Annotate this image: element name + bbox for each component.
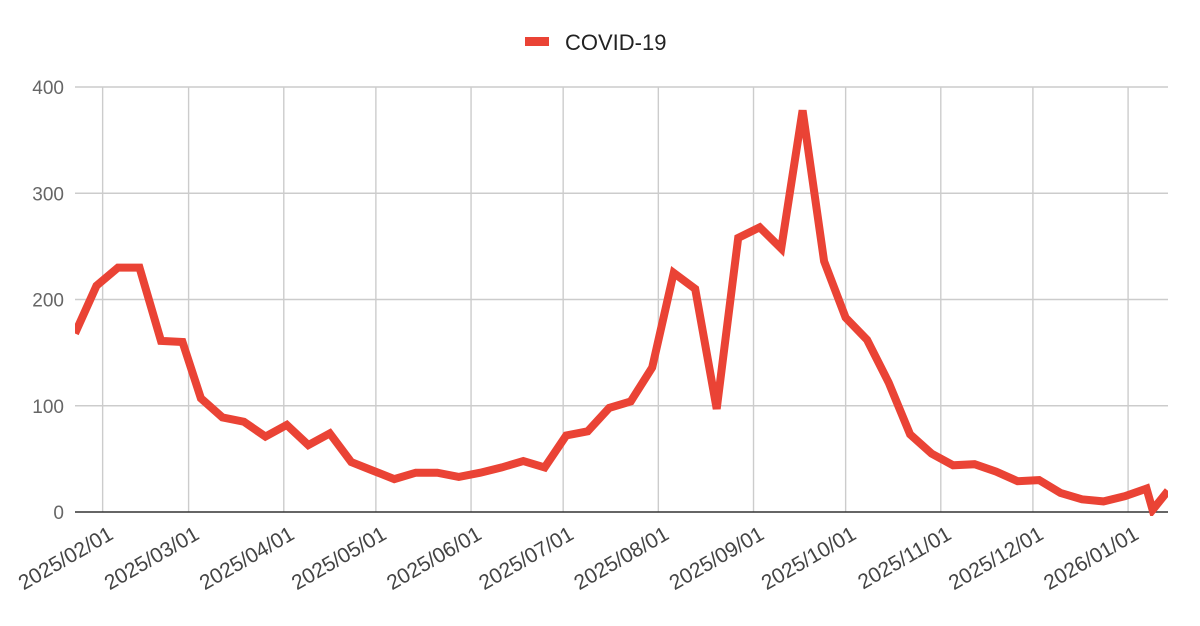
gridlines (75, 86, 1168, 513)
x-tick-label: 2025/08/01 (570, 522, 673, 594)
x-axis-ticks: 2025/02/012025/03/012025/04/012025/05/01… (15, 522, 1143, 594)
legend-label: COVID-19 (565, 30, 666, 55)
x-tick-label: 2025/04/01 (196, 522, 299, 594)
x-tick-label: 2025/12/01 (945, 522, 1048, 594)
x-tick-label: 2026/01/01 (1040, 522, 1143, 594)
y-tick-label: 300 (32, 184, 64, 205)
x-tick-label: 2025/06/01 (383, 522, 486, 594)
x-tick-label: 2025/11/01 (854, 522, 955, 594)
x-tick-label: 2025/10/01 (758, 522, 861, 594)
y-axis-ticks: 0 100 200 300 400 (32, 78, 64, 524)
y-tick-label: 0 (53, 503, 64, 524)
x-tick-label: 2025/03/01 (101, 522, 204, 594)
x-tick-label: 2025/02/01 (15, 522, 118, 594)
y-tick-label: 100 (32, 397, 64, 418)
series-lines (75, 109, 1168, 516)
y-tick-label: 200 (32, 291, 64, 312)
legend[interactable]: COVID-19 (525, 30, 666, 55)
x-tick-label: 2025/09/01 (665, 522, 768, 594)
x-tick-label: 2025/05/01 (288, 522, 391, 594)
series-line-covid-19[interactable] (75, 109, 1168, 516)
legend-swatch (525, 37, 549, 46)
x-tick-label: 2025/07/01 (475, 522, 578, 594)
y-tick-label: 400 (32, 78, 64, 99)
